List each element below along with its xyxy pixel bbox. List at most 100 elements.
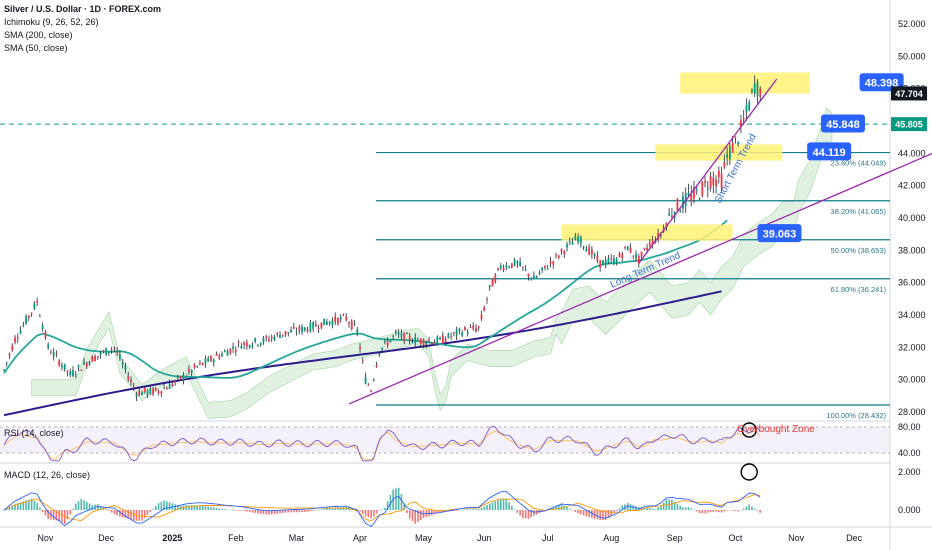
candle-body	[331, 320, 334, 326]
macd-histogram-bar	[455, 510, 458, 511]
candle-body	[505, 265, 508, 268]
candle-body	[188, 368, 190, 372]
macd-histogram-bar	[646, 507, 648, 510]
candle-body	[621, 254, 624, 258]
macd-histogram-bar	[359, 510, 361, 512]
candle-body	[50, 352, 52, 354]
candle-body	[337, 317, 339, 325]
macd-histogram-bar	[662, 502, 665, 510]
candle-body	[513, 259, 516, 266]
candle-body	[408, 335, 411, 341]
macd-histogram-bar	[224, 509, 226, 510]
macd-histogram-bar	[737, 510, 739, 512]
macd-histogram-bar	[524, 510, 527, 519]
macd-histogram-bar	[673, 501, 676, 510]
candle-body	[130, 379, 132, 383]
candle-body	[152, 388, 154, 395]
candle-body	[497, 268, 499, 270]
candle-body	[243, 342, 246, 345]
macd-histogram-bar	[243, 510, 245, 512]
candle-body	[701, 182, 704, 196]
macd-histogram-bar	[160, 501, 163, 510]
macd-histogram-bar	[748, 504, 750, 510]
macd-histogram-bar	[290, 510, 292, 513]
time-axis-label: May	[415, 533, 433, 543]
macd-histogram-bar	[596, 510, 599, 520]
rsi-axis-tick: 40.00	[898, 448, 921, 458]
macd-histogram-bar	[527, 510, 530, 519]
candle-body	[85, 362, 88, 367]
candle-body	[566, 244, 568, 248]
macd-histogram-bar	[116, 510, 118, 516]
candle-body	[726, 154, 729, 158]
macd-histogram-bar	[8, 507, 11, 510]
macd-histogram-bar	[99, 505, 102, 510]
macd-histogram-bar	[574, 510, 577, 512]
fib-level-label: 50.00% (38.653)	[831, 246, 887, 255]
macd-histogram-bar	[276, 510, 279, 514]
candle-body	[737, 142, 740, 145]
candle-body	[734, 136, 737, 138]
candle-body	[643, 248, 646, 250]
indicator-sma50-label[interactable]: SMA (50, close)	[4, 43, 68, 53]
candle-body	[519, 261, 522, 267]
macd-histogram-bar	[417, 510, 419, 522]
candle-body	[372, 379, 375, 381]
candle-body	[229, 348, 232, 354]
candle-body	[577, 236, 579, 242]
macd-histogram-bar	[251, 510, 254, 513]
candle-body	[665, 223, 668, 228]
candle-body	[679, 210, 682, 212]
candle-body	[466, 331, 469, 334]
macd-histogram-bar	[317, 509, 320, 511]
macd-pane-label[interactable]: MACD (12, 26, close)	[4, 470, 91, 480]
candle-body	[317, 328, 320, 330]
sma200-line	[3, 290, 722, 417]
macd-histogram-bar	[265, 510, 267, 515]
candle-body	[709, 176, 712, 189]
candle-body	[381, 347, 384, 350]
macd-histogram-bar	[555, 506, 557, 510]
indicator-ichimoku-label[interactable]: Ichimoku (9, 26, 52, 26)	[4, 17, 99, 27]
macd-histogram-bar	[58, 510, 60, 522]
macd-histogram-bar	[533, 510, 535, 516]
candle-body	[350, 320, 353, 330]
rsi-pane-label[interactable]: RSI (14, close)	[4, 428, 64, 438]
macd-histogram-bar	[389, 494, 392, 510]
macd-histogram-bar	[698, 510, 701, 514]
price-tag-text: 39.063	[763, 229, 797, 241]
macd-histogram-bar	[707, 510, 709, 513]
macd-histogram-bar	[486, 505, 488, 510]
macd-histogram-bar	[295, 510, 298, 513]
macd-histogram-bar	[69, 510, 72, 515]
indicator-sma200-label[interactable]: SMA (200, close)	[4, 30, 73, 40]
candle-body	[452, 332, 455, 334]
macd-histogram-bar	[141, 510, 143, 521]
macd-histogram-bar	[149, 510, 152, 513]
candle-body	[704, 180, 706, 183]
macd-histogram-bar	[240, 510, 243, 511]
candle-body	[436, 336, 439, 344]
fib-level-label: 100.00% (28.432)	[826, 411, 886, 420]
candle-body	[16, 337, 19, 339]
price-axis-tick: 42.000	[898, 181, 926, 191]
macd-histogram-bar	[709, 510, 712, 513]
macd-histogram-bar	[221, 508, 223, 510]
candle-body	[560, 249, 563, 252]
candle-body	[469, 327, 472, 329]
macd-histogram-bar	[693, 509, 695, 511]
candle-body	[348, 322, 350, 324]
candle-body	[218, 355, 221, 359]
macd-marker	[740, 463, 758, 481]
candle-body	[154, 387, 157, 391]
candle-body	[119, 354, 121, 360]
candle-body	[61, 365, 63, 368]
candle-body	[571, 242, 574, 245]
macd-histogram-bar	[599, 510, 601, 520]
candle-body	[284, 331, 287, 335]
candle-body	[422, 339, 425, 346]
candle-body	[38, 315, 41, 317]
candle-body	[648, 242, 651, 247]
price-axis-tick: 32.000	[898, 342, 926, 352]
